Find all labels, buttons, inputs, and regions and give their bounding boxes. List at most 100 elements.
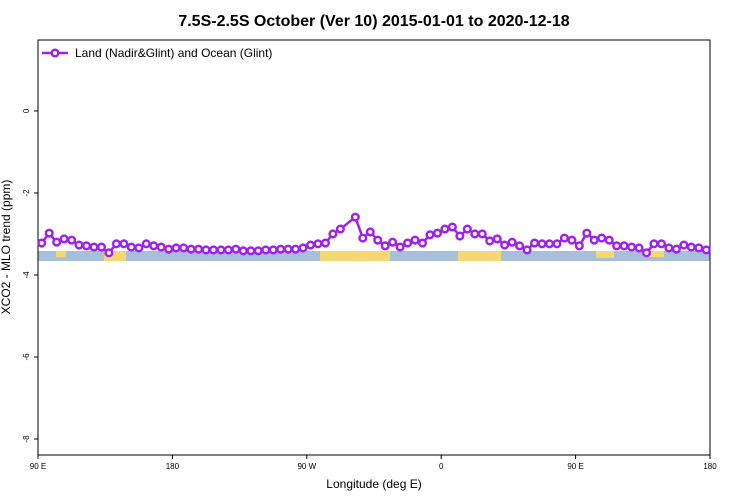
y-tick-label: -4 <box>22 271 31 279</box>
data-point <box>440 224 450 234</box>
data-point <box>492 234 502 244</box>
data-point <box>283 244 293 254</box>
data-point <box>701 245 711 255</box>
data-point <box>619 241 629 251</box>
data-point <box>320 238 331 248</box>
legend-label: Land (Nadir&Glint) and Ocean (Glint) <box>75 46 272 60</box>
data-point <box>671 244 681 254</box>
data-point <box>305 240 316 250</box>
data-point <box>574 241 584 251</box>
data-point <box>223 245 233 255</box>
data-point <box>649 239 659 249</box>
data-point <box>37 238 47 248</box>
x-tick-label: 180 <box>703 462 717 471</box>
data-point <box>552 239 562 249</box>
data-point <box>529 238 540 248</box>
data-point <box>604 235 614 245</box>
x-tick-label: 90 W <box>297 462 316 471</box>
data-point <box>380 241 390 251</box>
data-point <box>470 229 480 239</box>
data-point <box>328 229 338 239</box>
data-point <box>171 243 181 253</box>
y-tick-label: -6 <box>22 353 31 361</box>
data-point <box>298 243 308 253</box>
data-point <box>119 239 129 249</box>
data-point <box>141 239 151 249</box>
data-point <box>89 242 99 252</box>
data-point <box>425 230 435 240</box>
data-point <box>156 242 166 252</box>
data-point <box>634 243 644 253</box>
data-point <box>679 240 689 250</box>
data-point <box>231 244 241 254</box>
chart-title: 7.5S-2.5S October (Ver 10) 2015-01-01 to… <box>178 13 569 30</box>
legend-marker <box>50 48 60 58</box>
data-point <box>522 245 532 255</box>
data-point <box>559 233 569 243</box>
data-point <box>455 231 465 241</box>
x-tick-label: 180 <box>166 462 180 471</box>
data-point <box>67 235 77 245</box>
data-point <box>373 235 383 245</box>
y-tick-label: 0 <box>22 108 31 113</box>
data-point <box>313 239 323 249</box>
data-point <box>149 241 159 251</box>
data-point <box>432 228 443 238</box>
data-point <box>365 227 375 237</box>
data-point <box>126 242 136 252</box>
data-point <box>694 243 704 253</box>
data-point <box>589 235 599 245</box>
data-point <box>664 243 674 253</box>
x-tick-label: 0 <box>439 462 444 471</box>
data-point <box>544 239 555 249</box>
data-point <box>111 239 121 249</box>
x-tick-label: 90 E <box>30 462 46 471</box>
data-point <box>246 246 256 256</box>
data-point <box>395 242 405 252</box>
data-point <box>641 248 652 258</box>
y-tick-label: -2 <box>22 189 31 197</box>
data-point <box>477 229 487 239</box>
x-axis-label: Longitude (deg E) <box>326 477 421 491</box>
data-point <box>656 239 667 249</box>
data-point <box>582 228 592 238</box>
data-point <box>201 245 211 255</box>
data-point <box>358 233 368 243</box>
data-point <box>81 241 92 251</box>
data-point <box>597 233 607 243</box>
data-point <box>104 248 114 258</box>
data-point <box>612 241 622 251</box>
data-point <box>164 244 174 254</box>
data-point <box>238 246 248 256</box>
map-background <box>38 251 710 261</box>
data-point <box>388 237 398 247</box>
data-point <box>134 243 144 253</box>
x-tick-label: 90 E <box>567 462 583 471</box>
data-point <box>253 246 263 256</box>
data-point <box>44 228 54 238</box>
data-point <box>261 245 271 255</box>
data-point <box>410 235 420 245</box>
data-point <box>500 240 510 250</box>
y-axis-label: XCO2 - MLO trend (ppm) <box>0 180 13 315</box>
y-tick-label: -8 <box>22 435 31 443</box>
data-point <box>686 242 696 252</box>
data-point <box>193 244 204 254</box>
data-point <box>350 212 360 222</box>
data-point <box>403 238 413 248</box>
data-point <box>96 242 107 252</box>
data-point <box>485 236 495 246</box>
data-point <box>216 245 226 255</box>
data-point <box>59 234 69 244</box>
data-point <box>567 235 577 245</box>
data-point <box>268 245 278 255</box>
data-point <box>179 243 189 253</box>
data-point <box>515 241 525 251</box>
data-point <box>417 238 428 248</box>
data-point <box>447 222 457 232</box>
data-point <box>74 240 84 250</box>
data-point <box>507 237 517 247</box>
data-point <box>52 237 62 247</box>
data-point <box>291 244 301 254</box>
